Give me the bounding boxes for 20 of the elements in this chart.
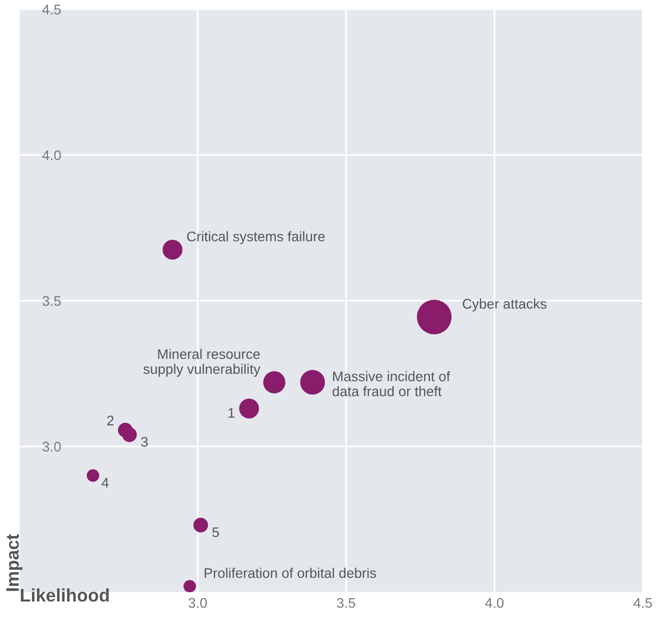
x-tick-label: 4.5 [634, 598, 652, 608]
y-tick-label: 4.5 [42, 4, 61, 14]
annotation: 4 [102, 478, 109, 488]
x-axis-title: Likelihood [20, 588, 109, 602]
y-tick-label: 4.0 [42, 150, 61, 160]
annotation: 3 [141, 436, 148, 447]
annotation: Proliferation of orbital debris [204, 568, 376, 578]
annotation: 5 [212, 527, 219, 538]
y-axis-title: Impact [6, 534, 22, 591]
y-tick-label: 3.5 [42, 296, 61, 306]
annotation: 2 [107, 416, 114, 426]
annotation: 1 [228, 408, 235, 418]
y-tick-label: 3.0 [42, 442, 61, 452]
x-tick-label: 3.5 [336, 598, 356, 608]
x-tick-label: 4.0 [485, 598, 504, 608]
annotation: Mineral resource supply vulnerability [143, 348, 260, 377]
annotation: Massive incident of data fraud or theft [332, 371, 450, 396]
annotation: Cyber attacks [462, 298, 546, 312]
x-tick-label: 3.0 [188, 598, 207, 608]
annotation: Critical systems failure [187, 231, 325, 244]
